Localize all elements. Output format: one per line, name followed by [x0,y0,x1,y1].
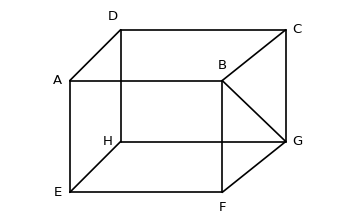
Text: D: D [108,10,118,23]
Text: B: B [218,59,227,72]
Text: F: F [219,201,226,214]
Text: A: A [53,74,62,87]
Text: G: G [292,135,302,148]
Text: E: E [54,186,62,199]
Text: H: H [103,135,113,148]
Text: C: C [292,23,301,36]
